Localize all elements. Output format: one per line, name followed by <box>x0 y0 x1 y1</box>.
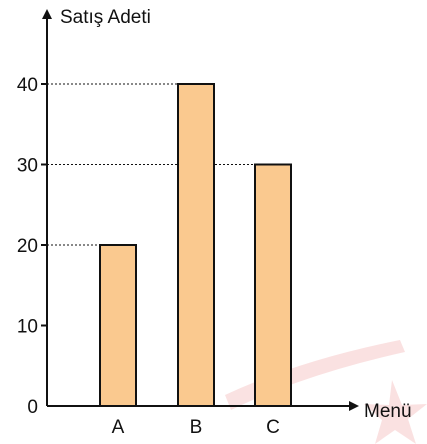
x-tick-label: A <box>112 417 125 438</box>
y-ticks: 0 10 20 30 40 <box>17 75 47 418</box>
x-tick-label: C <box>266 417 280 438</box>
y-tick-label: 10 <box>17 317 38 338</box>
y-axis-label: Satış Adeti <box>60 7 151 28</box>
y-tick-label: 40 <box>17 75 38 96</box>
y-tick-label: 20 <box>17 236 38 257</box>
bars-group <box>99 83 292 407</box>
y-tick-label: 0 <box>27 397 38 418</box>
guide-lines <box>47 83 255 246</box>
bar-c <box>254 163 292 407</box>
y-tick-label: 30 <box>17 156 38 177</box>
x-tick-label: B <box>190 417 203 438</box>
bar-b <box>177 83 215 407</box>
x-ticks: A B C <box>112 417 280 438</box>
bar-a <box>99 244 137 407</box>
x-axis-label: Menü <box>364 401 412 422</box>
